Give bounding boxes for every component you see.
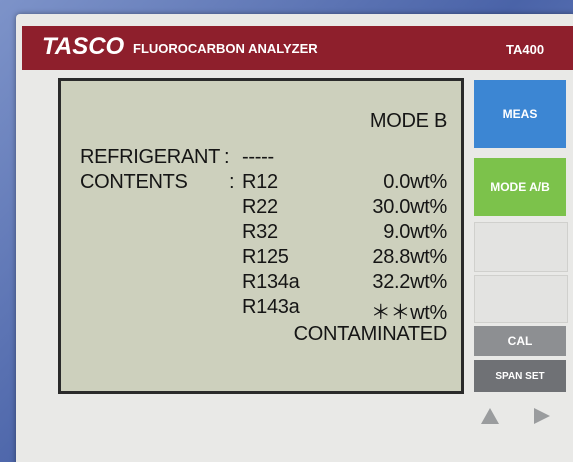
content-value: 32.2wt% bbox=[320, 271, 447, 294]
cal-button[interactable]: CAL bbox=[474, 326, 566, 356]
content-value: 28.8wt% bbox=[320, 246, 447, 269]
right-arrow[interactable] bbox=[534, 408, 550, 424]
meas-button[interactable]: MEAS bbox=[474, 80, 566, 148]
refrigerant-label: REFRIGERANT bbox=[80, 146, 220, 169]
content-value: 30.0wt% bbox=[320, 196, 447, 219]
mode-button[interactable]: MODE A/B bbox=[474, 158, 566, 216]
status: CONTAMINATED bbox=[250, 323, 447, 346]
refrigerant-name: R32 bbox=[242, 221, 278, 244]
separator: : bbox=[224, 146, 229, 169]
refrigerant-name: R143a bbox=[242, 296, 299, 319]
up-arrow[interactable] bbox=[481, 408, 499, 424]
blank-button[interactable] bbox=[474, 222, 568, 272]
content-value: ＊＊wt% bbox=[320, 296, 447, 325]
refrigerant-name: R22 bbox=[242, 196, 278, 219]
device-title: FLUOROCARBON ANALYZER bbox=[133, 41, 318, 56]
separator: : bbox=[229, 171, 234, 194]
content-value: 0.0wt% bbox=[320, 171, 447, 194]
refrigerant-name: R125 bbox=[242, 246, 289, 269]
mode: MODE B bbox=[300, 110, 447, 133]
arrow-buttons bbox=[474, 400, 566, 430]
blank-button[interactable] bbox=[474, 275, 568, 323]
brand: TASCO bbox=[42, 33, 124, 61]
refrigerant-name: R12 bbox=[242, 171, 278, 194]
span-set-button[interactable]: SPAN SET bbox=[474, 360, 566, 392]
model: TA400 bbox=[506, 42, 544, 57]
contents-label: CONTENTS bbox=[80, 171, 188, 194]
refrigerant-value: ----- bbox=[242, 146, 274, 169]
refrigerant-name: R134a bbox=[242, 271, 299, 294]
device-photo: TASCO FLUOROCARBON ANALYZER TA400 MODE B… bbox=[0, 0, 573, 462]
content-value: 9.0wt% bbox=[320, 221, 447, 244]
